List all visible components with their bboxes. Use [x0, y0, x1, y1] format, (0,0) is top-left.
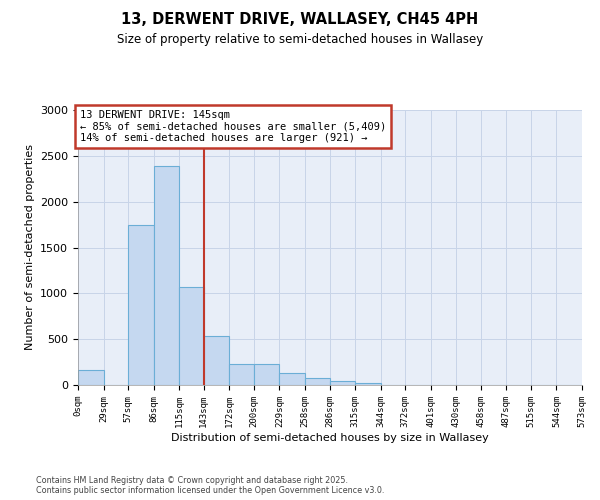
Text: Size of property relative to semi-detached houses in Wallasey: Size of property relative to semi-detach… [117, 32, 483, 46]
Bar [128, 224, 154, 385]
Bar [280, 372, 305, 385]
Bar [305, 378, 329, 385]
Text: Contains HM Land Registry data © Crown copyright and database right 2025.
Contai: Contains HM Land Registry data © Crown c… [36, 476, 385, 495]
X-axis label: Distribution of semi-detached houses by size in Wallasey: Distribution of semi-detached houses by … [171, 432, 489, 442]
Bar [154, 166, 179, 385]
Bar [204, 336, 229, 385]
Bar [78, 370, 104, 385]
Text: 13 DERWENT DRIVE: 145sqm
← 85% of semi-detached houses are smaller (5,409)
14% o: 13 DERWENT DRIVE: 145sqm ← 85% of semi-d… [80, 110, 386, 143]
Text: 13, DERWENT DRIVE, WALLASEY, CH45 4PH: 13, DERWENT DRIVE, WALLASEY, CH45 4PH [121, 12, 479, 28]
Bar [229, 364, 254, 385]
Bar [355, 382, 380, 385]
Bar [329, 382, 355, 385]
Bar [254, 364, 280, 385]
Bar [179, 287, 204, 385]
Y-axis label: Number of semi-detached properties: Number of semi-detached properties [25, 144, 35, 350]
